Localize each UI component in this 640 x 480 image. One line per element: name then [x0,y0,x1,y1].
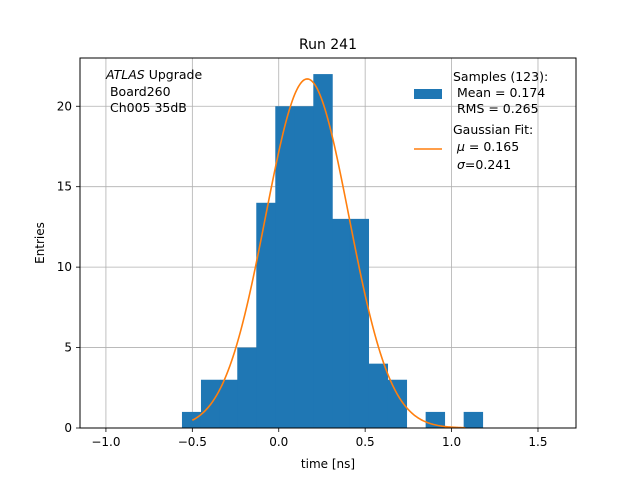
y-axis-label: Entries [33,222,47,264]
histogram-bar [256,202,276,428]
y-tick-label: 5 [64,341,72,355]
legend-samples-line-2: Mean = 0.174 [453,85,545,100]
chart-title: Run 241 [299,37,357,53]
annotation-line-2: Board260 [106,84,171,99]
histogram-bar [368,363,389,428]
x-tick-label: 1.0 [442,435,461,449]
x-tick-label: 1.5 [528,435,547,449]
x-tick-label: −0.5 [178,435,207,449]
y-tick-label: 20 [57,99,72,113]
legend-samples-line-1: Samples (123): [453,69,548,84]
histogram-bars [181,74,484,429]
histogram-bar [313,74,333,428]
y-tick-label: 15 [57,180,72,194]
x-tick-label: 0.5 [356,435,375,449]
histogram-bar [181,411,202,428]
legend-fit-line-1: Gaussian Fit: [453,122,533,137]
x-tick-label: −1.0 [91,435,120,449]
histogram-bar [237,347,257,428]
histogram-bar [463,411,484,428]
y-tick-label: 10 [57,260,72,274]
x-axis-label: time [ns] [301,457,355,471]
x-tick-label: 0.0 [269,435,288,449]
y-axis-ticks: 0 5 10 15 20 [57,99,80,435]
annotation-line-1: ATLAS Upgrade [105,67,202,82]
annotation-line-3: Ch005 35dB [106,100,187,115]
histogram-bar [332,218,351,428]
y-tick-label: 0 [64,421,72,435]
gaussian-fit-layer [191,78,466,429]
plot-frame [79,57,577,429]
legend-fit-line-2: μ = 0.165 [453,139,519,154]
legend-samples-line-3: RMS = 0.265 [453,101,539,116]
atlas-annotation: ATLAS Upgrade Board260 Ch005 35dB [105,67,202,115]
gaussian-fit-curve [191,78,466,429]
legend-fit-line-3: σ=0.241 [453,157,511,172]
histogram-bar [294,106,314,429]
x-axis-ticks: −1.0 −0.5 0.0 0.5 1.0 1.5 [91,428,548,449]
legend-swatch-samples [414,89,442,99]
histogram-bar [387,379,408,428]
legend: Samples (123): Mean = 0.174 RMS = 0.265 … [414,69,548,172]
histogram-bar [275,106,295,429]
histogram-bar [219,379,238,428]
histogram-bar [349,218,370,428]
